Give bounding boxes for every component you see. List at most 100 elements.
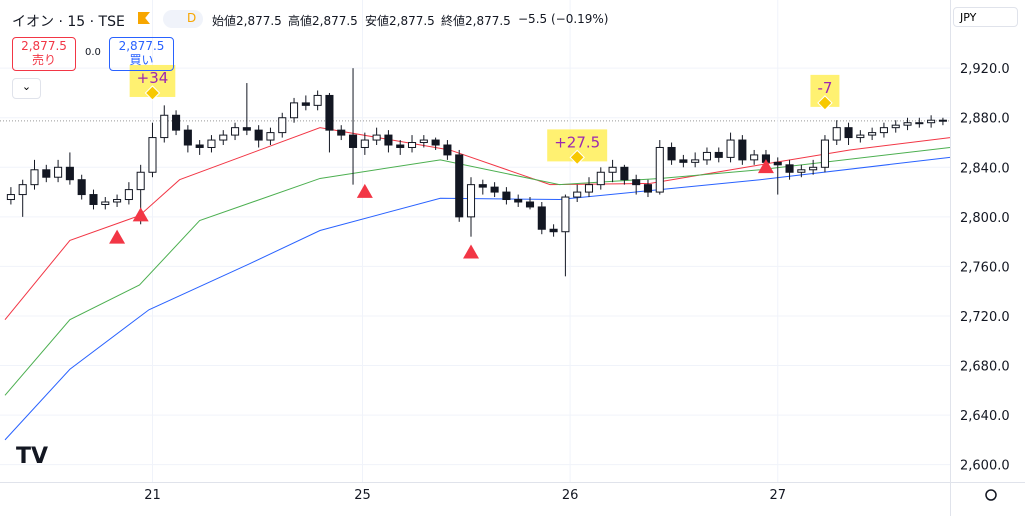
status-flag: D (187, 11, 197, 25)
candle-body (101, 201, 110, 205)
candle-body (573, 191, 582, 198)
candle-body (337, 129, 346, 136)
candle-body (832, 127, 841, 141)
y-tick-label: 2,600.0 (960, 459, 1010, 474)
candle-body (207, 139, 216, 148)
signal-marker (757, 159, 774, 174)
candle-body (927, 119, 936, 124)
candle-body (820, 139, 829, 168)
logo: TV (16, 444, 48, 469)
candle-body (797, 169, 806, 173)
candle-body (561, 196, 570, 233)
candle-body (525, 201, 535, 208)
candle-body (18, 184, 27, 196)
signal-marker (132, 207, 149, 222)
candle-body (785, 164, 794, 173)
candle-body (596, 171, 605, 186)
candle-body (915, 122, 924, 125)
candle-body (655, 146, 664, 193)
flag-icon (138, 12, 150, 24)
candle-body (419, 139, 428, 144)
candle-body (54, 166, 63, 178)
y-tick-label: 2,640.0 (960, 409, 1010, 424)
buy-button[interactable]: 2,877.5 買い (109, 37, 174, 71)
y-tick-label: 2,720.0 (960, 310, 1010, 325)
candle-body (30, 169, 39, 186)
candle-body (113, 199, 122, 203)
symbol[interactable]: イオン · 15 · TSE (12, 14, 125, 30)
candle-body (6, 194, 15, 201)
currency-button[interactable]: JPY (953, 7, 1018, 27)
candle-body (278, 117, 287, 134)
candle-body (502, 191, 511, 201)
change-value: −5.5 (−0.19%) (518, 12, 609, 26)
annotation-point (817, 95, 833, 111)
candle-body (879, 127, 888, 134)
x-tick-label: 27 (769, 488, 786, 503)
candle-body (443, 144, 452, 156)
candle-body (679, 159, 688, 163)
moving-average (4, 146, 951, 396)
y-tick-label: 2,760.0 (960, 260, 1010, 275)
signal-marker (463, 244, 480, 259)
candle-body (773, 161, 782, 166)
x-tick-label: 21 (144, 488, 161, 503)
candle-body (384, 134, 393, 146)
open-value: 始値2,877.5 (212, 14, 282, 28)
candle-body (466, 184, 476, 218)
candle-body (360, 139, 369, 148)
buy-price: 2,877.5 (118, 39, 165, 53)
annotation-label: +27.5 (554, 133, 600, 151)
annotation-label: -7 (817, 79, 832, 97)
low-value: 安値2,877.5 (365, 14, 435, 28)
y-tick-label: 2,920.0 (960, 62, 1010, 77)
candle-body (691, 159, 700, 163)
candle-body (42, 169, 51, 178)
candle-body (537, 206, 546, 230)
candle-body (407, 142, 417, 148)
signal-marker (109, 229, 126, 244)
settings-icon[interactable] (985, 489, 997, 501)
candle-body (549, 228, 558, 233)
candle-body (431, 139, 440, 146)
y-tick-label: 2,800.0 (960, 211, 1010, 226)
candle-body (183, 129, 192, 146)
candle-body (77, 179, 86, 196)
candle-body (620, 166, 629, 181)
candle-body (348, 134, 358, 148)
candle-body (667, 146, 676, 161)
candle-body (160, 114, 169, 139)
candle-body (219, 134, 228, 141)
y-tick-label: 2,880.0 (960, 112, 1010, 127)
collapse-button[interactable]: ⌄ (12, 78, 41, 99)
sell-label: 売り (31, 53, 56, 67)
candle-body (231, 127, 240, 136)
candle-body (242, 127, 251, 131)
annotation-point (144, 85, 161, 101)
x-tick-label: 25 (354, 488, 371, 503)
sell-button[interactable]: 2,877.5 売り (12, 37, 76, 71)
annotation: +27.5 (547, 129, 608, 166)
moving-average (4, 127, 951, 321)
candle-body (643, 184, 653, 193)
candle-body (148, 137, 157, 173)
sell-price: 2,877.5 (21, 39, 67, 53)
buy-label: 買い (129, 53, 154, 67)
candle-body (396, 144, 405, 148)
candle-body (714, 151, 723, 158)
candle-body (514, 199, 523, 203)
close-value: 終値2,877.5 (441, 14, 511, 28)
candle-body (455, 154, 464, 218)
candle-body (124, 189, 133, 201)
candle-body (750, 154, 759, 161)
annotation-point (569, 149, 585, 166)
candle-body (702, 151, 712, 161)
candle-body (266, 132, 275, 141)
candle-body (891, 124, 900, 129)
candle-body (136, 171, 145, 191)
signal-marker (356, 183, 373, 198)
candle-body (490, 186, 499, 193)
spread: 0.0 (85, 47, 101, 58)
